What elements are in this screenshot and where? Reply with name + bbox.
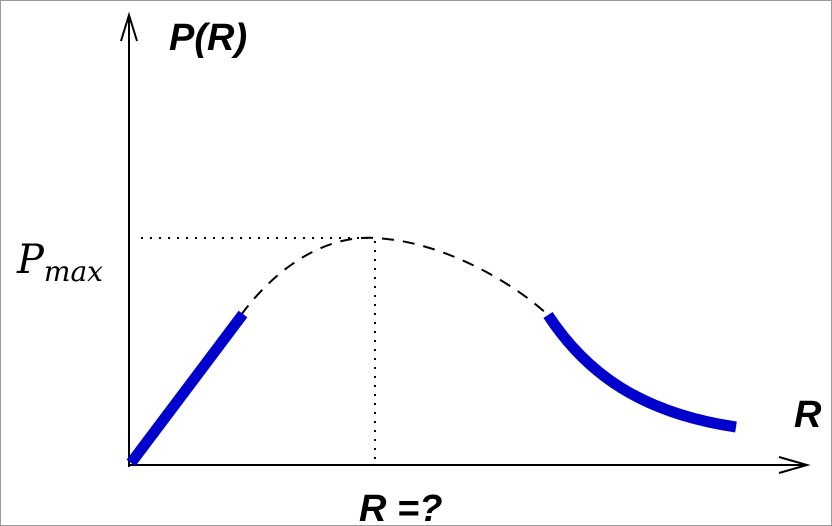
decaying-segment	[543, 311, 737, 433]
dashed-curve	[240, 236, 549, 316]
optimum-label: R =?	[359, 488, 442, 525]
y-axis-label: P(R)	[169, 17, 247, 59]
linear-rising-segment	[126, 310, 248, 467]
y-axis-arrowhead	[120, 11, 138, 42]
peak-label: Pmax	[16, 237, 103, 288]
peak-label-sub: max	[44, 255, 103, 288]
x-axis-arrowhead	[778, 456, 811, 474]
peak-label-main: P	[16, 237, 45, 283]
x-axis-label: R	[794, 394, 822, 436]
